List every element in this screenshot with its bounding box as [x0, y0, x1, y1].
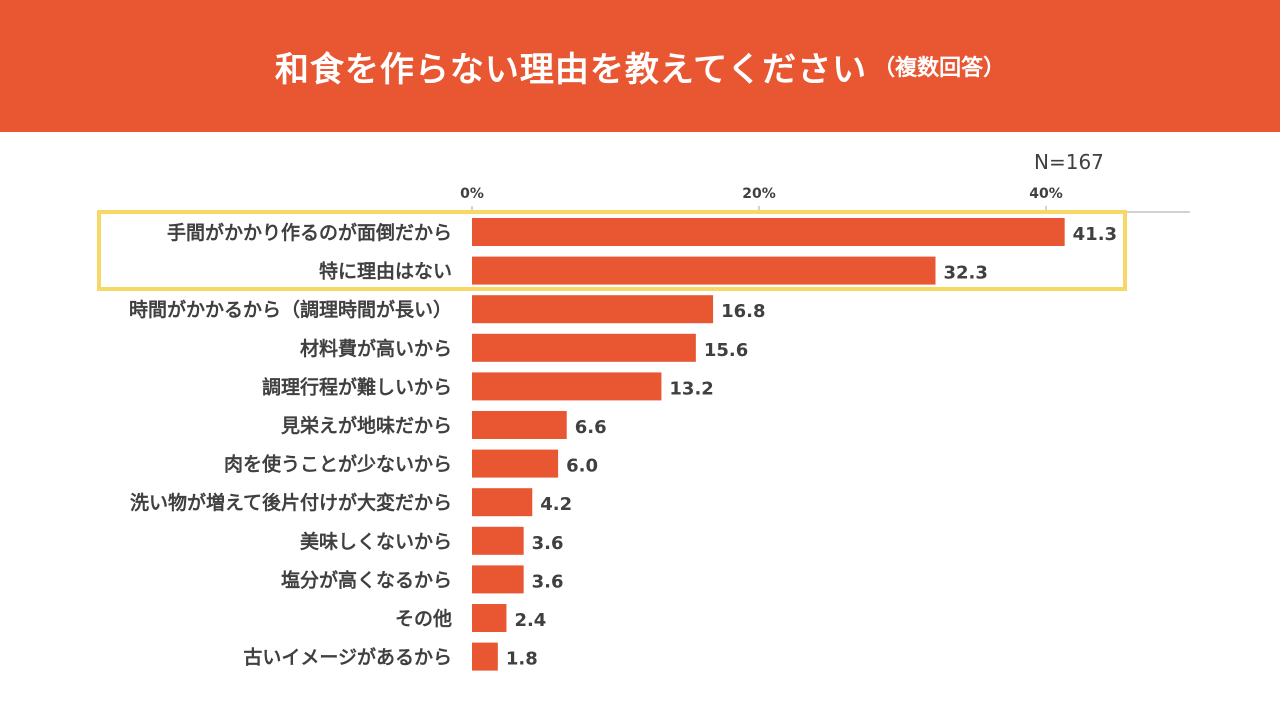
- value-label: 32.3: [944, 263, 988, 284]
- x-tick-label: 0%: [460, 186, 484, 202]
- category-label: 古いイメージがあるから: [243, 646, 452, 669]
- value-label: 41.3: [1073, 224, 1117, 245]
- bar: [472, 565, 524, 594]
- value-label: 6.0: [566, 456, 598, 477]
- bar: [472, 488, 533, 517]
- chart-subtitle: （複数回答）: [873, 56, 1006, 81]
- chart-header: 和食を作らない理由を教えてください （複数回答）: [0, 0, 1280, 132]
- category-label: 時間がかかるから（調理時間が長い）: [129, 298, 452, 321]
- value-label: 15.6: [704, 340, 748, 361]
- category-label: 調理行程が難しいから: [262, 375, 452, 398]
- value-label: 13.2: [669, 378, 713, 399]
- bar: [472, 333, 696, 362]
- value-label: 3.6: [532, 533, 564, 554]
- bar: [472, 256, 936, 285]
- value-label: 16.8: [721, 301, 765, 322]
- category-label: 見栄えが地味だから: [281, 414, 452, 437]
- category-label: 美味しくないから: [300, 530, 452, 553]
- sample-size-label: N=167: [1034, 150, 1104, 174]
- category-label: その他: [395, 607, 452, 630]
- bar: [472, 642, 498, 671]
- value-label: 1.8: [506, 649, 538, 670]
- bar: [472, 218, 1065, 246]
- bar: [472, 372, 662, 401]
- x-tick-label: 40%: [1029, 186, 1063, 202]
- value-label: 4.2: [540, 494, 572, 515]
- bar: [472, 604, 507, 632]
- bar: [472, 411, 567, 439]
- bar: [472, 295, 714, 324]
- category-label: 材料費が高いから: [300, 337, 452, 360]
- value-label: 3.6: [532, 571, 564, 592]
- bar: [472, 449, 559, 478]
- x-tick-label: 20%: [742, 186, 776, 202]
- category-label: 手間がかかり作るのが面倒だから: [167, 221, 452, 244]
- value-label: 2.4: [514, 610, 546, 631]
- highlight-box: [97, 210, 1127, 291]
- chart-title: 和食を作らない理由を教えてください: [274, 49, 868, 90]
- bar: [472, 526, 524, 555]
- category-label: 肉を使うことが少ないから: [224, 453, 452, 476]
- category-label: 特に理由はない: [319, 260, 452, 283]
- category-label: 塩分が高くなるから: [281, 568, 452, 591]
- category-label: 洗い物が増えて後片付けが大変だから: [130, 491, 452, 514]
- value-label: 6.6: [575, 417, 607, 438]
